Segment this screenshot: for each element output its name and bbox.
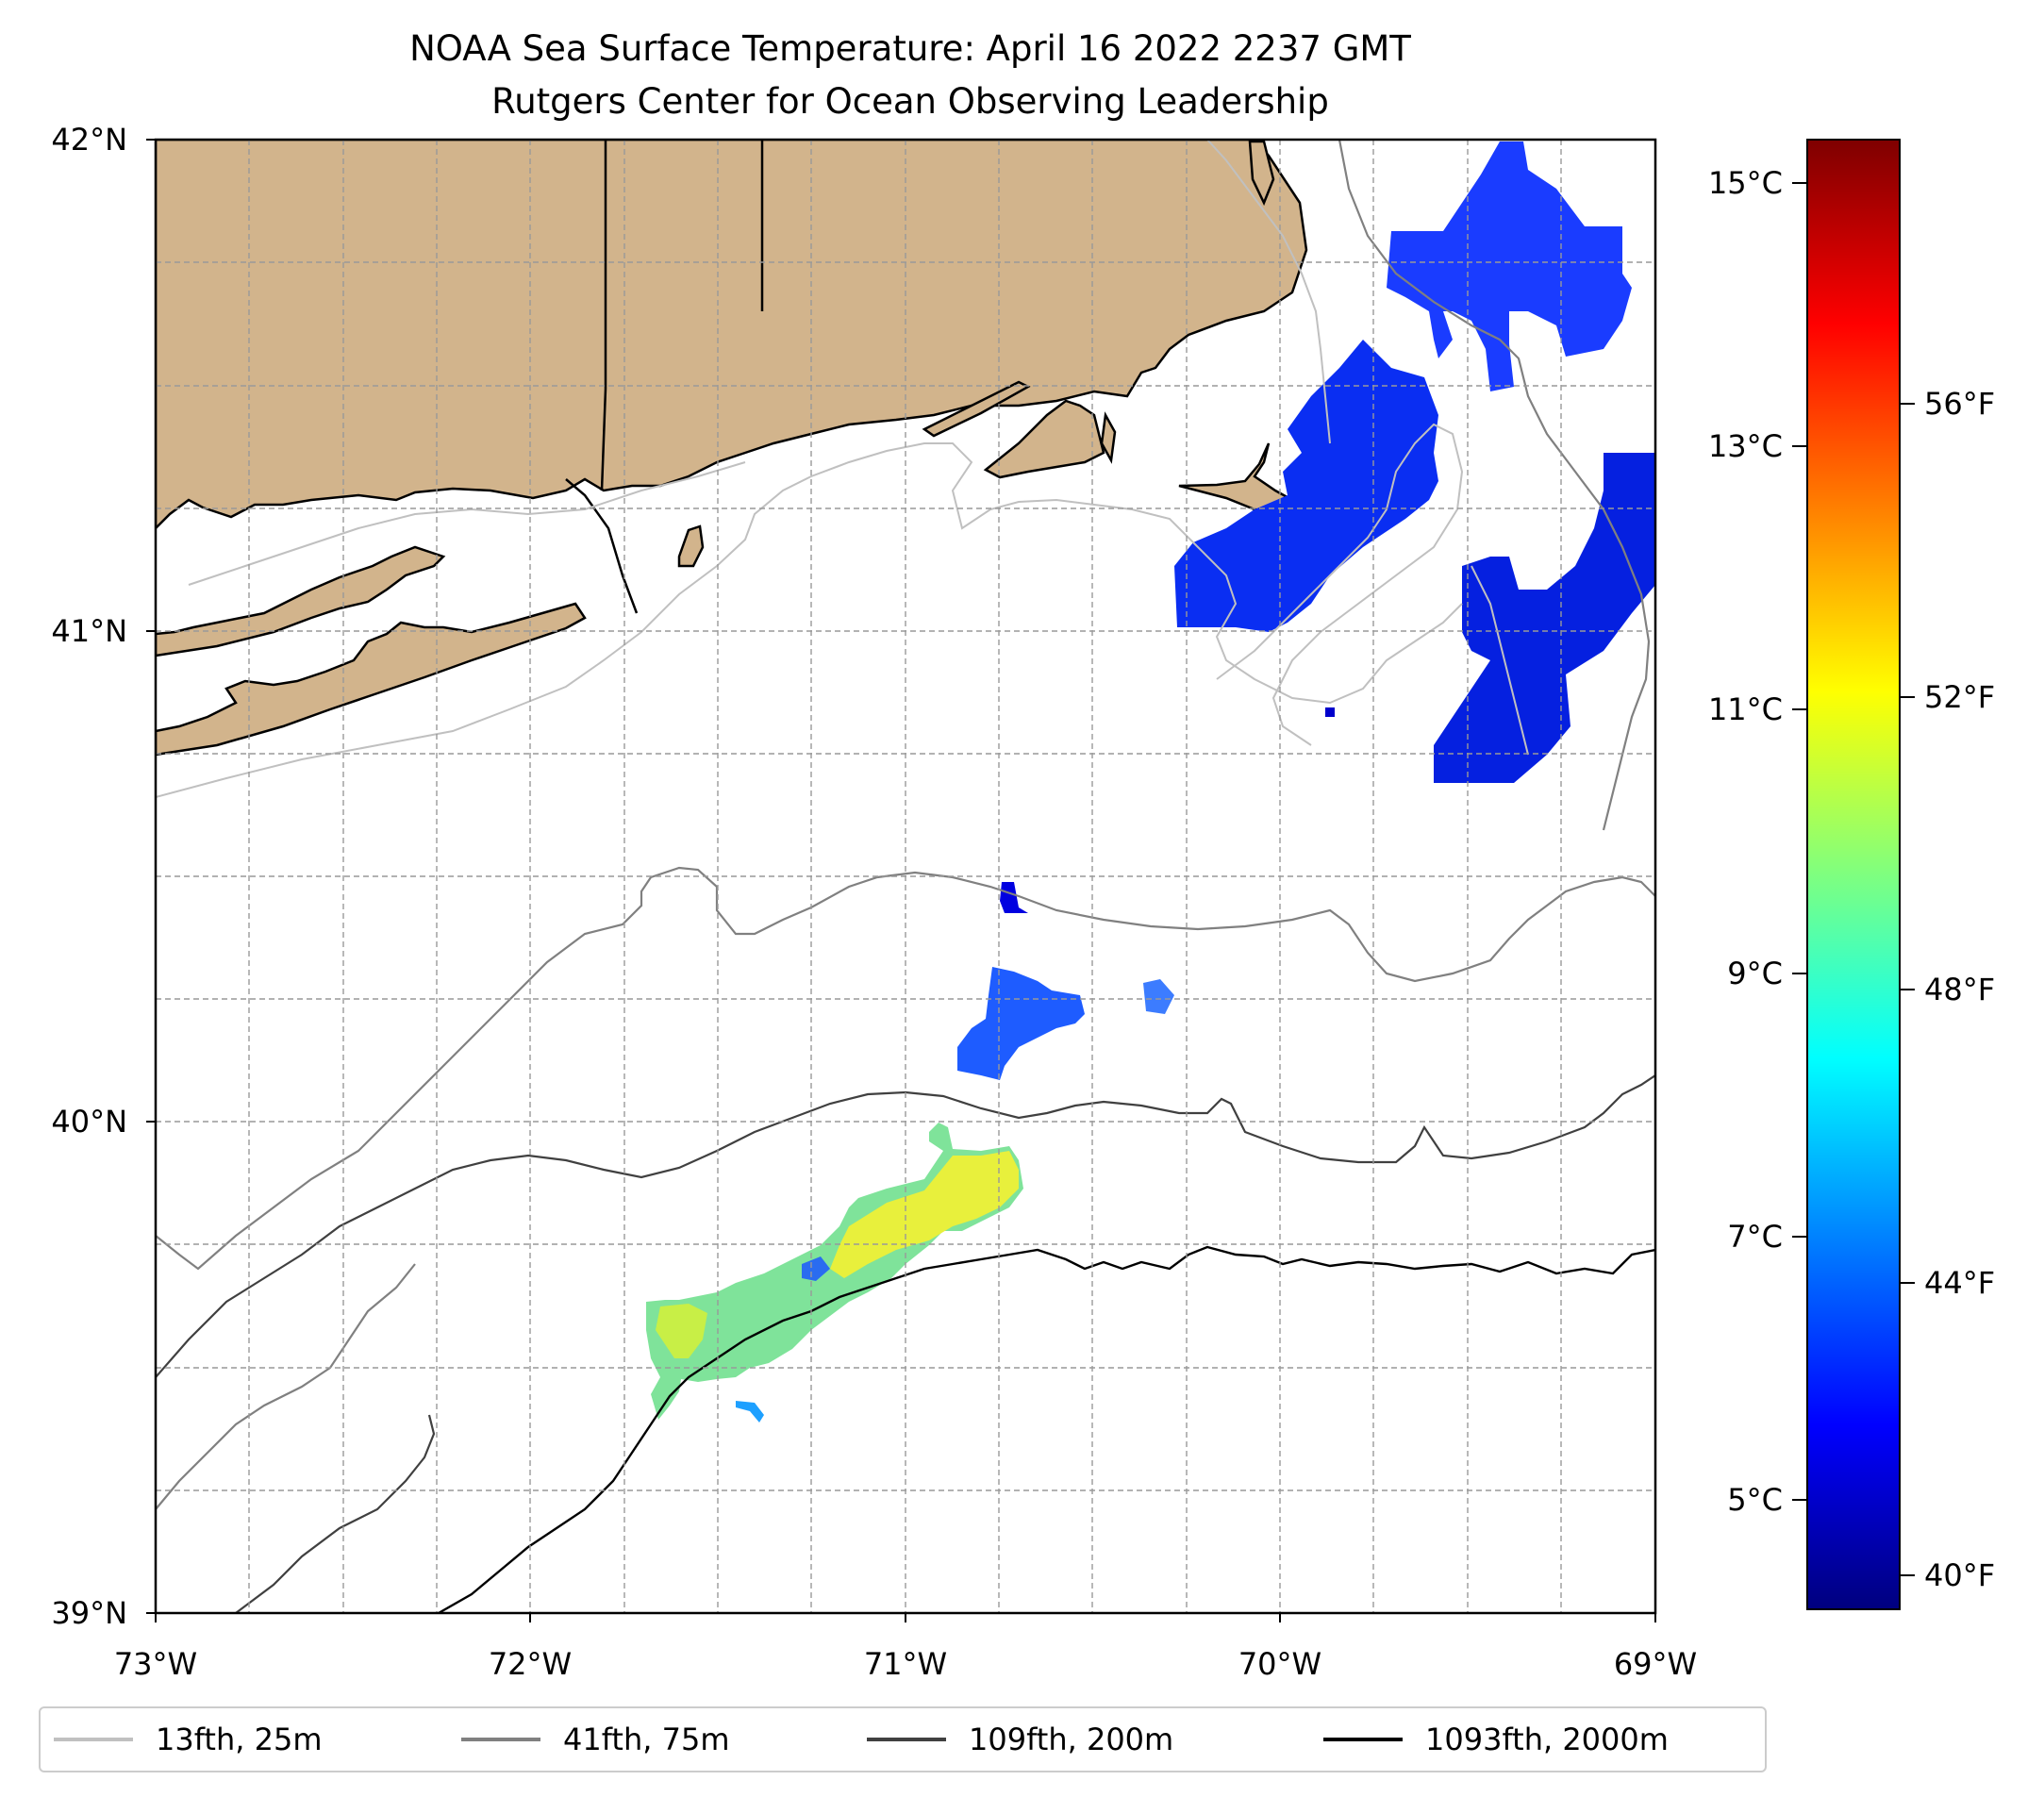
- lat-tick-41: 41°N: [51, 613, 127, 649]
- lon-tick-69: 69°W: [1613, 1646, 1698, 1682]
- legend-line-75m: [461, 1738, 540, 1741]
- legend-label: 109fth, 200m: [969, 1722, 1174, 1757]
- contour-75m-southwest: [156, 1263, 416, 1510]
- land-cape-cod-tip: [1248, 140, 1275, 207]
- state-border-ny: [565, 478, 639, 614]
- contour-25m-li: [156, 442, 1463, 798]
- lon-tick-71: 71°W: [863, 1646, 948, 1682]
- lat-tick-40: 40°N: [51, 1104, 127, 1140]
- lat-tick-42: 42°N: [51, 122, 127, 158]
- lat-tick-39: 39°N: [51, 1595, 127, 1631]
- colorbar: [1806, 139, 1901, 1610]
- colorbar-fahrenheit-tick: 44°F: [1924, 1265, 1996, 1301]
- sst-patch-shelf-1: [1000, 882, 1028, 913]
- colorbar-fahrenheit-tick: 48°F: [1924, 972, 1996, 1007]
- colorbar-celsius-tick: 13°C: [1707, 428, 1783, 464]
- land-long-island: [156, 545, 446, 657]
- legend-line-2000m: [1323, 1738, 1403, 1741]
- colorbar-fahrenheit-tick: 40°F: [1924, 1557, 1996, 1593]
- contour-25m-georges: [1471, 565, 1529, 756]
- sst-patch-tiny-south: [736, 1401, 764, 1423]
- sst-patch-small-west: [1325, 707, 1335, 717]
- sst-patch-warm-core: [830, 1151, 1019, 1278]
- sst-patch-gulf-of-maine: [1387, 141, 1632, 391]
- legend-item: 13fth, 25m: [54, 1708, 322, 1771]
- colorbar-celsius-tick: 11°C: [1707, 691, 1783, 727]
- land-marthas-vineyard: [983, 399, 1105, 479]
- title-line-2: Rutgers Center for Ocean Observing Leade…: [491, 81, 1329, 122]
- land-new-england: [156, 140, 1308, 530]
- contour-25m-shoals: [1216, 423, 1464, 746]
- contour-200m-south: [235, 1414, 436, 1613]
- legend: 13fth, 25m 41fth, 75m 109fth, 200m 1093f…: [39, 1706, 1767, 1772]
- colorbar-fahrenheit-tick: 52°F: [1924, 679, 1996, 715]
- land-small-island: [1100, 411, 1117, 464]
- contour-25m-cape: [1206, 140, 1331, 444]
- legend-line-200m: [867, 1738, 946, 1741]
- contour-200m: [156, 1074, 1655, 1378]
- lon-tick-70: 70°W: [1238, 1646, 1322, 1682]
- legend-label: 1093fth, 2000m: [1425, 1722, 1669, 1757]
- colorbar-celsius-tick: 9°C: [1727, 956, 1783, 991]
- land-block-island: [677, 524, 705, 568]
- lon-tick-72: 72°W: [488, 1646, 573, 1682]
- legend-item: 1093fth, 2000m: [1323, 1708, 1669, 1771]
- legend-item: 109fth, 200m: [867, 1708, 1173, 1771]
- legend-item: 41fth, 75m: [461, 1708, 729, 1771]
- legend-label: 41fth, 75m: [563, 1722, 730, 1757]
- contour-25m-sound: [188, 461, 746, 586]
- colorbar-celsius-tick: 5°C: [1727, 1482, 1783, 1518]
- land-elizabeth-islands: [922, 380, 1031, 438]
- sst-patch-shelf-2: [957, 967, 1085, 1080]
- lon-tick-73: 73°W: [113, 1646, 198, 1682]
- contour-75m-shelf: [156, 866, 1655, 1271]
- title-line-1: NOAA Sea Surface Temperature: April 16 2…: [409, 28, 1411, 69]
- sst-patch-warm-west: [656, 1304, 707, 1358]
- sst-patch-cold-eddy: [802, 1256, 830, 1281]
- land-long-island-south-fork: [156, 602, 587, 757]
- gridlines: [156, 140, 1655, 1613]
- state-border-ct-ri: [600, 140, 607, 491]
- contour-2000m: [438, 1245, 1655, 1613]
- legend-label: 13fth, 25m: [156, 1722, 323, 1757]
- sst-patch-shelf-3: [1143, 979, 1174, 1014]
- colorbar-celsius-tick: 15°C: [1707, 165, 1783, 201]
- legend-line-25m: [54, 1738, 133, 1741]
- sst-patch-georges-east: [1434, 453, 1655, 783]
- sst-patch-nantucket-shoals: [1174, 340, 1438, 632]
- colorbar-fahrenheit-tick: 56°F: [1924, 386, 1996, 422]
- colorbar-celsius-tick: 7°C: [1727, 1219, 1783, 1255]
